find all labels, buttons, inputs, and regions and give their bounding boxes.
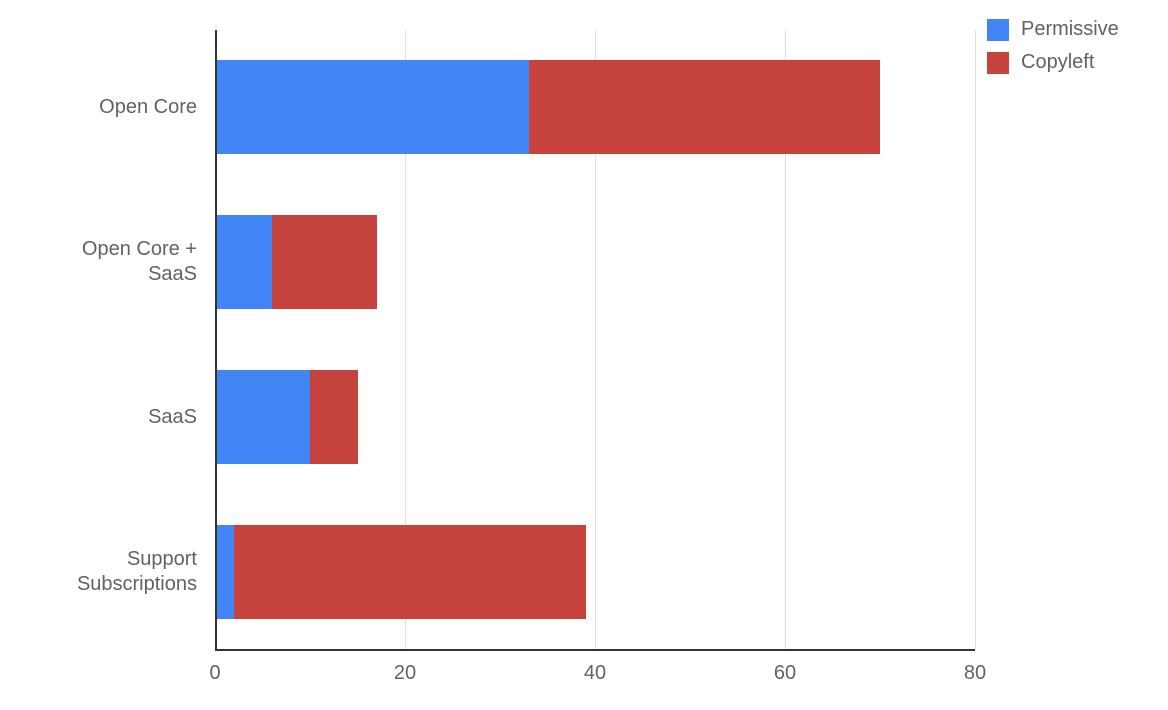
x-axis-tick-label: 80 bbox=[964, 662, 986, 685]
plot-area bbox=[215, 30, 975, 650]
legend-label: Copyleft bbox=[1021, 51, 1094, 74]
bar-row bbox=[215, 525, 975, 619]
bar-row bbox=[215, 370, 975, 464]
y-axis-category-label: Open Core bbox=[0, 95, 197, 120]
y-axis-line bbox=[215, 30, 217, 650]
x-axis-line bbox=[215, 649, 975, 651]
x-axis-tick-label: 40 bbox=[584, 662, 606, 685]
bar-row bbox=[215, 60, 975, 154]
x-axis-tick-label: 0 bbox=[209, 662, 220, 685]
legend-swatch bbox=[987, 19, 1009, 41]
legend-label: Permissive bbox=[1021, 18, 1119, 41]
bar-segment-permissive bbox=[215, 60, 529, 154]
legend-swatch bbox=[987, 52, 1009, 74]
bar-row bbox=[215, 215, 975, 309]
chart-container: Permissive Copyleft 0 20 40 60 80 Open Core Ope… bbox=[0, 0, 1168, 710]
x-axis-tick-label: 60 bbox=[774, 662, 796, 685]
bar-segment-permissive bbox=[215, 215, 272, 309]
gridline bbox=[975, 30, 976, 650]
y-axis-category-label: SaaS bbox=[0, 405, 197, 430]
legend-item: Copyleft bbox=[987, 51, 1119, 74]
y-axis-category-label: Open Core + SaaS bbox=[0, 237, 197, 287]
legend-item: Permissive bbox=[987, 18, 1119, 41]
bar-segment-copyleft bbox=[529, 60, 881, 154]
bar-segment-copyleft bbox=[272, 215, 377, 309]
y-axis-category-label: Support Subscriptions bbox=[0, 547, 197, 597]
legend: Permissive Copyleft bbox=[987, 18, 1119, 84]
bar-segment-permissive bbox=[215, 370, 310, 464]
bar-segment-copyleft bbox=[234, 525, 586, 619]
x-axis-tick-label: 20 bbox=[394, 662, 416, 685]
bar-segment-permissive bbox=[215, 525, 234, 619]
bar-segment-copyleft bbox=[310, 370, 358, 464]
